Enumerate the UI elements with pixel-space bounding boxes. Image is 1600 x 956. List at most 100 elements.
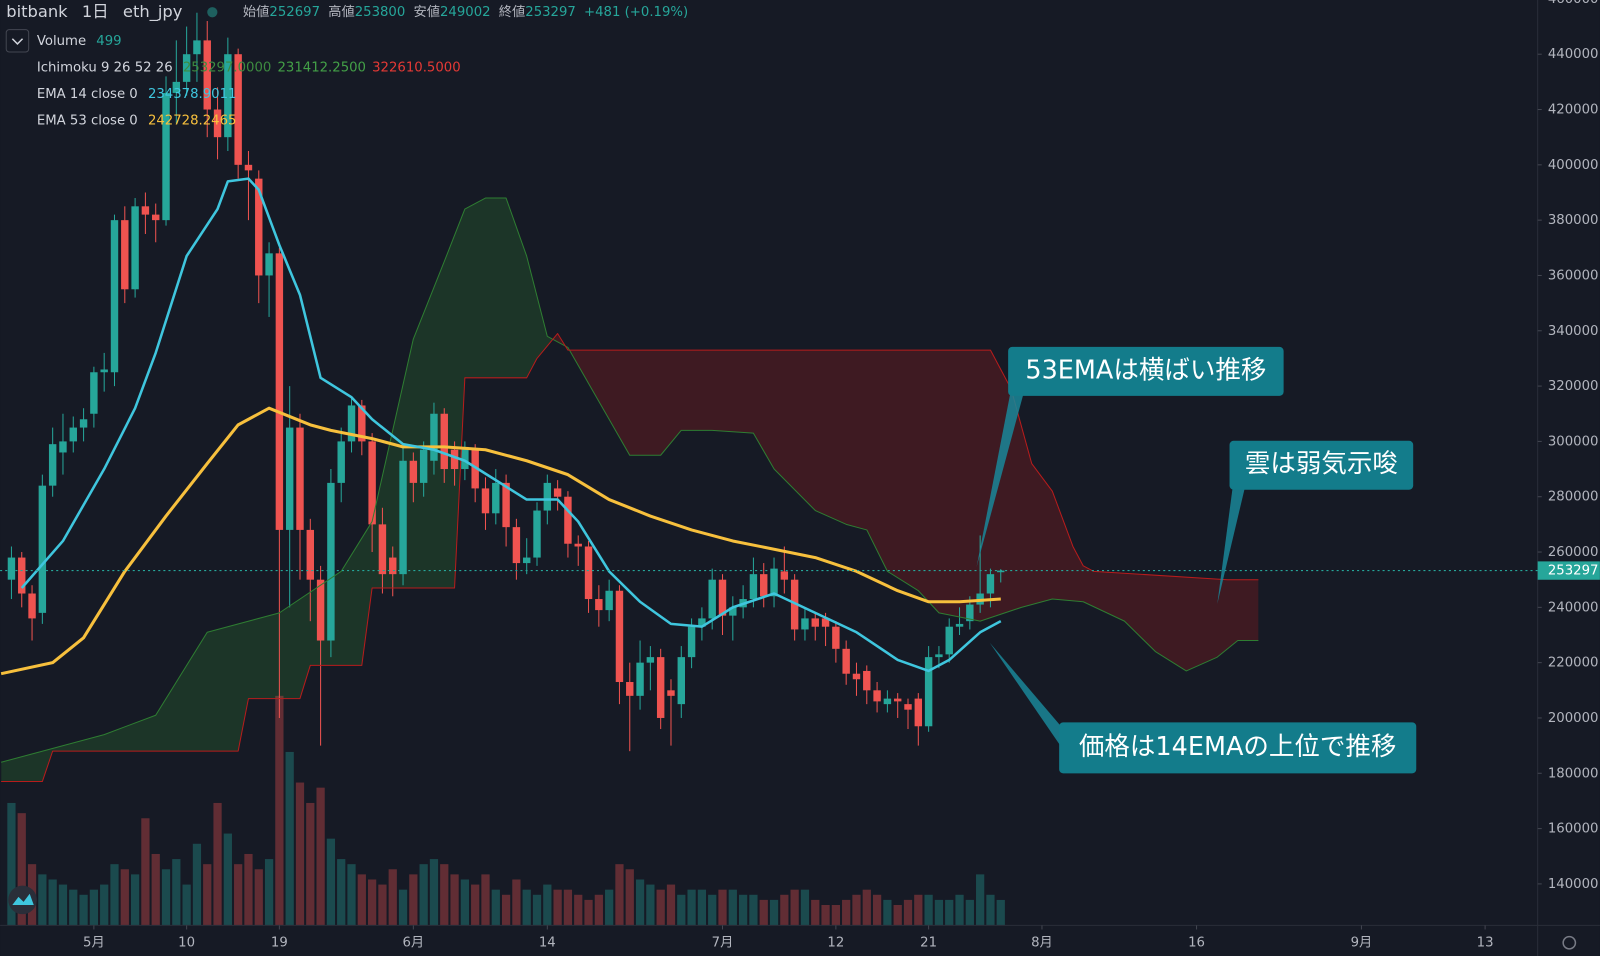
candle-body	[244, 164, 253, 171]
candle-body	[760, 574, 768, 597]
volume-bar	[275, 695, 284, 926]
candle-body	[945, 626, 953, 655]
candle-body	[770, 568, 778, 597]
volume-bar	[347, 864, 356, 926]
candle-body	[234, 54, 242, 165]
candle-body	[502, 482, 510, 528]
volume-bar	[316, 787, 325, 926]
volume-bar	[38, 874, 47, 926]
volume-bar	[429, 859, 439, 926]
candle-body	[924, 657, 933, 727]
volume-bar	[872, 894, 882, 926]
volume-bar	[244, 853, 253, 926]
candle-body	[698, 618, 706, 627]
volume-bar	[924, 894, 933, 926]
volume-bar	[914, 894, 923, 926]
volume-bar	[522, 889, 531, 926]
span-b-line	[1, 333, 1259, 783]
volume-bar	[100, 884, 109, 926]
x-tick-label: 10	[178, 936, 195, 951]
candle-body	[306, 529, 315, 580]
volume-bar	[708, 894, 717, 926]
x-tick-label: 16	[1188, 936, 1205, 951]
candle-body	[842, 648, 850, 674]
volume-bar	[89, 889, 99, 926]
y-tick-label: 300000	[1548, 434, 1599, 449]
legend-value: 242728.2465	[148, 113, 237, 128]
volume-bar	[811, 899, 820, 926]
volume-bar	[697, 889, 707, 926]
y-tick-label: 220000	[1548, 656, 1599, 671]
volume-bar	[254, 869, 263, 926]
label: 高値	[328, 3, 355, 20]
value: 253297	[525, 5, 576, 20]
logo-mark	[12, 893, 34, 905]
line-layer	[0, 177, 1259, 783]
volume-bar	[337, 859, 346, 926]
candle-body	[677, 657, 685, 705]
volume-bar	[605, 889, 614, 926]
collapse-button[interactable]	[5, 29, 30, 53]
candle-body	[543, 482, 552, 511]
y-tick-label: 400000	[1548, 158, 1599, 173]
candle-body	[935, 654, 943, 658]
volume-bar	[368, 879, 377, 926]
volume-bar	[584, 899, 593, 926]
volume-layer	[7, 695, 1005, 926]
volume-bar	[759, 899, 768, 926]
candle-body	[997, 570, 1005, 573]
candle-body	[327, 482, 335, 641]
candle-body	[595, 599, 603, 611]
legend-label: EMA 14 close 0	[37, 87, 138, 102]
ohlc: 始値252697 高値253800 安値249002 終値253297 +481 (+0…	[243, 3, 688, 20]
candle-body	[358, 405, 366, 442]
candle-body	[162, 92, 170, 221]
interval[interactable]: 1日	[82, 2, 109, 21]
callout	[1059, 722, 1417, 774]
cloud-layer	[1, 198, 1259, 782]
volume-bar	[749, 894, 758, 926]
settings-button[interactable]	[1562, 935, 1577, 950]
volume-bar	[213, 802, 222, 926]
volume-bar	[769, 899, 779, 926]
volume-bar	[955, 894, 964, 926]
volume-bar	[130, 874, 140, 926]
candle-body	[131, 206, 139, 290]
volume-bar	[69, 889, 78, 926]
chevron	[11, 38, 24, 45]
symbol: bitbank	[6, 2, 68, 21]
candle-body	[904, 704, 912, 710]
candle-body	[646, 657, 655, 663]
x-tick-label: 19	[271, 936, 288, 951]
x-tick-label: 13	[1477, 936, 1494, 951]
x-tick-label: 5月	[83, 936, 105, 951]
volume-bar	[234, 864, 243, 926]
volume-bar	[594, 894, 603, 926]
volume-bar	[934, 899, 944, 926]
y-tick-label: 420000	[1548, 103, 1599, 118]
volume-bar	[543, 884, 552, 926]
candle-body	[389, 557, 397, 575]
x-tick-label: 14	[539, 936, 556, 951]
candle-body	[553, 488, 562, 497]
candle-body	[100, 369, 108, 373]
label: 終値	[499, 4, 526, 20]
y-tick-label: 380000	[1548, 213, 1599, 228]
y-tick-label: 240000	[1548, 600, 1599, 615]
candle-body	[729, 607, 737, 616]
volume-bar	[203, 864, 212, 926]
y-tick-label: 200000	[1548, 711, 1599, 726]
candle-body	[914, 698, 923, 727]
logo[interactable]	[8, 885, 37, 915]
volume-bar	[450, 874, 459, 926]
label: 安値	[413, 4, 440, 20]
volume-bar	[182, 884, 191, 926]
volume-bar	[48, 879, 57, 926]
legend-row: Volume 499	[37, 34, 122, 49]
volume-bar	[646, 884, 655, 926]
candle-body	[409, 460, 418, 483]
volume-bar	[553, 889, 562, 926]
candle-body	[461, 446, 469, 470]
